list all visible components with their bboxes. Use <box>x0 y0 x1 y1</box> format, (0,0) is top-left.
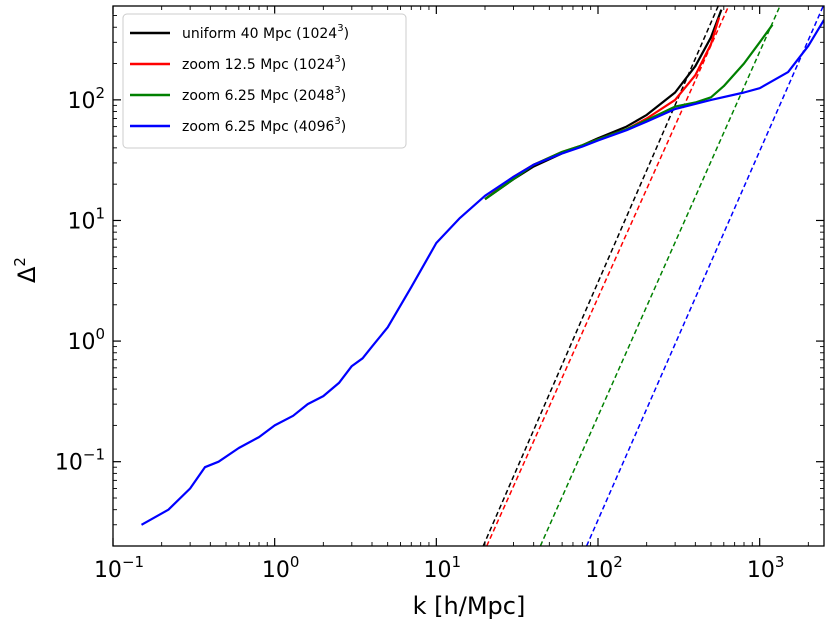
x-tick-label-2-base: 10 <box>262 558 290 583</box>
x-tick-label-2: 100 <box>262 553 300 583</box>
legend-label-4: zoom 6.25 Mpc (40963) <box>182 116 346 135</box>
x-tick-label-1: 10−1 <box>94 553 144 583</box>
shot-noise-line-3 <box>539 6 781 546</box>
y-tick-label-4: 102 <box>67 84 105 114</box>
legend-label-exponent: 3 <box>334 116 340 127</box>
y-tick-label-3-base: 10 <box>67 209 95 234</box>
legend-label-exponent: 3 <box>334 54 340 65</box>
shot-noise-line-1 <box>482 6 720 546</box>
shot-noise-line-2 <box>486 6 730 546</box>
y-tick-label-2-base: 10 <box>67 330 95 355</box>
legend-label-name: uniform 40 Mpc (1024 <box>182 26 337 42</box>
legend-label-name: zoom 6.25 Mpc (2048 <box>182 88 334 104</box>
x-tick-label-5-exponent: 3 <box>775 553 785 571</box>
legend-label-1: uniform 40 Mpc (10243) <box>182 23 349 42</box>
legend-label-name: zoom 12.5 Mpc (1024 <box>182 57 334 73</box>
legend-label-exponent: 3 <box>334 85 340 96</box>
x-tick-label-2-exponent: 0 <box>290 553 300 571</box>
svg-text:Δ2: Δ2 <box>11 257 41 283</box>
x-tick-label-3-base: 10 <box>424 558 452 583</box>
x-axis-label: k [h/Mpc] <box>413 592 526 620</box>
plot-area <box>140 6 824 546</box>
y-tick-label-1-exponent: −1 <box>83 446 105 464</box>
y-tick-label-2-exponent: 0 <box>95 325 105 343</box>
y-tick-label-2: 100 <box>67 325 105 355</box>
x-tick-label-4: 102 <box>585 553 623 583</box>
plot-frame <box>112 5 825 547</box>
x-tick-label-4-base: 10 <box>585 558 613 583</box>
series-line-4 <box>140 19 824 526</box>
legend-label-exponent: 3 <box>337 23 343 34</box>
y-tick-label-4-exponent: 2 <box>95 84 105 102</box>
x-tick-label-5-base: 10 <box>747 558 775 583</box>
x-tick-label-3: 101 <box>424 553 462 583</box>
y-tick-label-3: 101 <box>67 204 105 234</box>
y-tick-label-1-base: 10 <box>55 451 83 476</box>
y-axis-label-group: Δ2 <box>11 257 41 283</box>
shot-noise-line-4 <box>585 6 824 546</box>
x-tick-label-1-base: 10 <box>94 558 122 583</box>
legend-label-2: zoom 12.5 Mpc (10243) <box>182 54 346 73</box>
x-tick-label-5: 103 <box>747 553 785 583</box>
y-tick-label-4-base: 10 <box>67 89 95 114</box>
x-tick-label-1-exponent: −1 <box>122 553 144 571</box>
legend-label-close: ) <box>341 88 346 104</box>
y-axis-label-superscript: 2 <box>11 257 29 267</box>
legend-label-close: ) <box>344 26 349 42</box>
series-line-3 <box>484 24 774 201</box>
legend-label-3: zoom 6.25 Mpc (20483) <box>182 85 346 104</box>
series-line-1 <box>484 9 723 201</box>
y-tick-label-1: 10−1 <box>55 446 105 476</box>
legend: uniform 40 Mpc (10243)zoom 12.5 Mpc (102… <box>122 13 407 149</box>
legend-label-close: ) <box>341 119 346 135</box>
y-axis-label: Δ <box>13 266 41 283</box>
y-tick-label-3-exponent: 1 <box>95 204 105 222</box>
legend-label-name: zoom 6.25 Mpc (4096 <box>182 119 334 135</box>
legend-label-close: ) <box>341 57 346 73</box>
x-tick-label-3-exponent: 1 <box>452 553 462 571</box>
x-tick-label-4-exponent: 2 <box>613 553 623 571</box>
legend-box <box>122 13 407 149</box>
